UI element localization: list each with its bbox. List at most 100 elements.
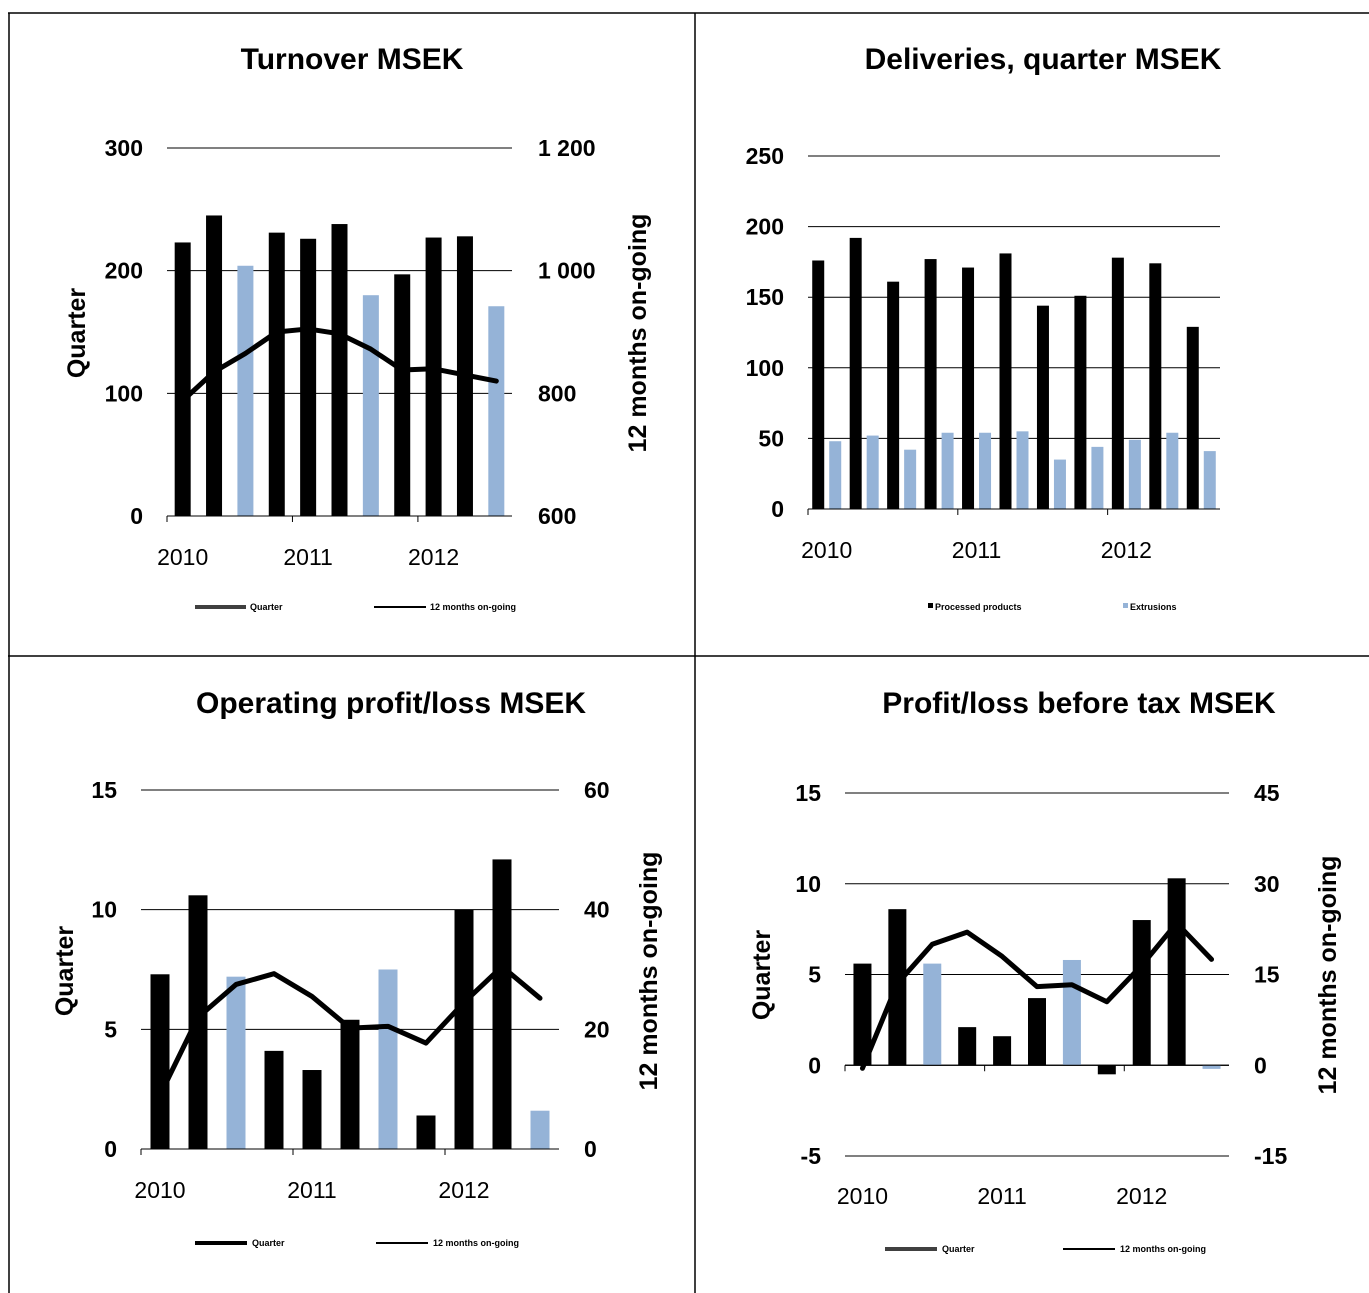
y-axis-label: Quarter <box>748 930 776 1021</box>
legend-label: 12 months on-going <box>433 1238 519 1248</box>
bar <box>378 969 398 1149</box>
bar <box>492 859 512 1149</box>
deliveries-chart: Deliveries, quarter MSEK 0 50 100 150 200 250… <box>746 43 1222 612</box>
bar <box>853 963 872 1066</box>
x-tick-label: 2010 <box>801 537 852 563</box>
plot-area: 0 100 200 300 600 800 1 000 1 200 2010 2011 2012 Qu… <box>105 135 596 612</box>
x-tick-label: 2012 <box>438 1177 489 1203</box>
operating-profit-chart: Operating profit/loss MSEK Quarter 12 mo… <box>51 687 663 1248</box>
y2-axis-label: 12 months on-going <box>1314 856 1342 1095</box>
profit-before-tax-chart: Profit/loss before tax MSEK Quarter 12 m… <box>748 687 1342 1254</box>
bar <box>866 435 879 509</box>
bar <box>1167 878 1186 1066</box>
bar <box>394 274 411 516</box>
x-tick-label: 2012 <box>1101 537 1152 563</box>
bar <box>941 432 954 509</box>
panel-borders <box>8 12 1369 1293</box>
y2-tick-label: 1 200 <box>538 135 596 161</box>
y-tick-label: 0 <box>104 1136 117 1162</box>
y-axis-label: Quarter <box>51 926 79 1017</box>
bar <box>962 267 975 509</box>
bar <box>923 963 942 1066</box>
bar <box>454 909 474 1149</box>
bar <box>1074 295 1087 509</box>
bar <box>331 224 348 516</box>
bar <box>1166 432 1179 509</box>
bar <box>1203 451 1216 509</box>
x-tick-label: 2011 <box>952 537 1001 563</box>
y2-tick-label: 0 <box>1254 1052 1267 1078</box>
y2-tick-label: 800 <box>538 380 576 406</box>
x-tick-label: 2012 <box>1116 1183 1167 1209</box>
y-tick-label: 5 <box>808 962 821 988</box>
legend-label: Quarter <box>250 602 283 612</box>
legend-label: Quarter <box>942 1244 975 1254</box>
legend-label: Processed products <box>935 602 1022 612</box>
legend-label: Extrusions <box>1130 602 1177 612</box>
bar <box>1062 959 1081 1066</box>
x-tick-label: 2011 <box>287 1177 336 1203</box>
bar <box>340 1019 360 1149</box>
bar <box>264 1050 284 1149</box>
bar <box>302 1070 322 1149</box>
bar <box>300 238 317 517</box>
bar <box>979 432 992 509</box>
y-tick-label: 50 <box>758 425 784 451</box>
y2-axis-label: 12 months on-going <box>624 214 652 453</box>
y2-tick-label: -15 <box>1254 1143 1287 1169</box>
bar <box>488 306 505 516</box>
bar <box>849 237 862 509</box>
x-tick-label: 2010 <box>157 544 208 570</box>
y2-tick-label: 1 000 <box>538 258 596 284</box>
y-tick-label: 200 <box>746 214 784 240</box>
bar <box>362 295 379 516</box>
y-tick-label: 150 <box>746 284 784 310</box>
bar <box>829 441 842 509</box>
bar <box>425 237 442 516</box>
y-tick-label: 5 <box>104 1016 117 1042</box>
y2-axis-label: 12 months on-going <box>635 852 663 1091</box>
bar <box>993 1036 1012 1066</box>
bar <box>1149 263 1162 509</box>
y2-tick-label: 30 <box>1254 871 1280 897</box>
series-line <box>859 920 1215 1071</box>
bar <box>1016 431 1029 509</box>
bar <box>904 449 917 509</box>
legend-label: 12 months on-going <box>1120 1244 1206 1254</box>
y2-tick-label: 15 <box>1254 962 1280 988</box>
bar <box>530 1110 550 1149</box>
bar <box>812 260 825 509</box>
plot-area: 0 5 10 15 0 20 40 60 2010 2011 2012 Quarter 12 month… <box>91 777 609 1248</box>
bar <box>1036 305 1049 509</box>
plot-area: 0 50 100 150 200 250 2010 2011 2012 Processed pro… <box>746 143 1220 612</box>
plot-area: -5 0 5 10 15 -15 0 15 30 45 2010 2011 2012 Quarter 12 … <box>795 780 1287 1254</box>
y-tick-label: 15 <box>795 780 821 806</box>
bar <box>174 242 191 516</box>
y2-tick-label: 20 <box>584 1016 610 1042</box>
chart-title: Turnover MSEK <box>241 43 464 76</box>
chart-title: Operating profit/loss MSEK <box>196 687 586 720</box>
x-tick-label: 2010 <box>134 1177 185 1203</box>
y-tick-label: 300 <box>105 135 143 161</box>
bar <box>226 976 246 1149</box>
series-line <box>157 964 543 1098</box>
bar <box>1028 998 1046 1066</box>
y2-tick-label: 40 <box>584 897 610 923</box>
bar <box>999 253 1012 509</box>
series-line <box>180 326 499 404</box>
x-tick-label: 2012 <box>408 544 459 570</box>
y2-tick-label: 60 <box>584 777 610 803</box>
y2-tick-label: 0 <box>584 1136 597 1162</box>
bar <box>237 265 254 516</box>
x-tick-label: 2011 <box>977 1183 1026 1209</box>
y-tick-label: 0 <box>771 496 784 522</box>
x-tick-label: 2010 <box>837 1183 888 1209</box>
x-tick-label: 2011 <box>283 544 332 570</box>
bar <box>1053 459 1066 509</box>
y-axis-label: Quarter <box>63 288 91 379</box>
y-tick-label: 0 <box>808 1052 821 1078</box>
bar <box>887 281 900 509</box>
bar <box>958 1027 977 1066</box>
bar <box>1186 326 1199 509</box>
legend-label: Quarter <box>252 1238 285 1248</box>
